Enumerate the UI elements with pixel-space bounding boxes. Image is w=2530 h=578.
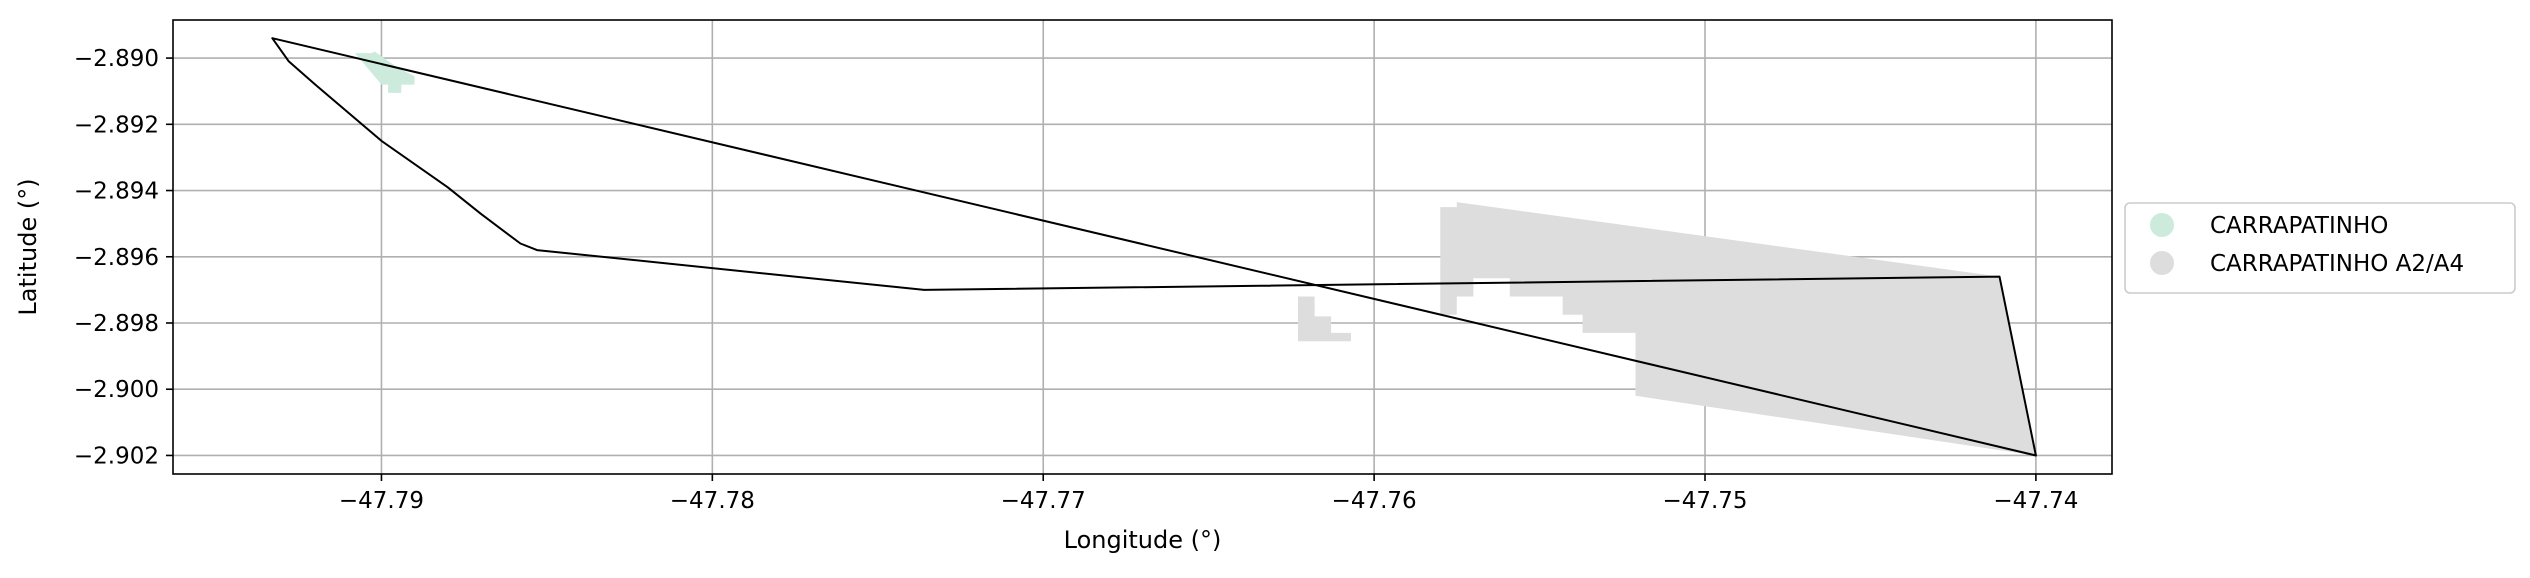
area-carrapatinho-a2-a4 (1298, 296, 1351, 342)
x-tick-label: −47.79 (339, 488, 424, 514)
plot-frame (172, 19, 2113, 475)
x-tick-label: −47.77 (1001, 488, 1086, 514)
legend-marker (2150, 213, 2174, 237)
y-tick-label: −2.898 (74, 311, 159, 337)
legend: CARRAPATINHO CARRAPATINHO A2/A4 (2124, 202, 2516, 294)
x-tick-label: −47.74 (1993, 488, 2078, 514)
plot-data (271, 37, 2037, 457)
legend-box (2124, 202, 2516, 294)
legend-label: CARRAPATINHO (2210, 213, 2388, 239)
area-carrapatinho-a2-a4 (1440, 202, 2036, 456)
axis-ticks: −47.79 −47.78 −47.77 −47.76 −47.75 −47.74 −2.8… (74, 46, 2079, 514)
y-tick-label: −2.894 (74, 179, 159, 205)
x-axis-label: Longitude (°) (1064, 526, 1222, 554)
y-tick-label: −2.892 (74, 112, 159, 138)
y-tick-label: −2.902 (74, 443, 159, 469)
y-tick-label: −2.896 (74, 245, 159, 271)
legend-marker (2150, 251, 2174, 275)
y-tick-label: −2.900 (74, 377, 159, 403)
x-tick-label: −47.78 (670, 488, 755, 514)
x-tick-label: −47.76 (1332, 488, 1417, 514)
y-tick-label: −2.890 (74, 46, 159, 72)
y-axis-label: Latitude (°) (14, 178, 42, 315)
legend-label: CARRAPATINHO A2/A4 (2210, 251, 2464, 277)
x-tick-label: −47.75 (1662, 488, 1747, 514)
boundary-outline (271, 37, 2037, 457)
